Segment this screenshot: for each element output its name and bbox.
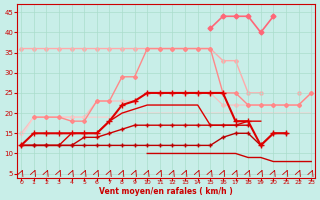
X-axis label: Vent moyen/en rafales ( km/h ): Vent moyen/en rafales ( km/h ) [99, 187, 233, 196]
